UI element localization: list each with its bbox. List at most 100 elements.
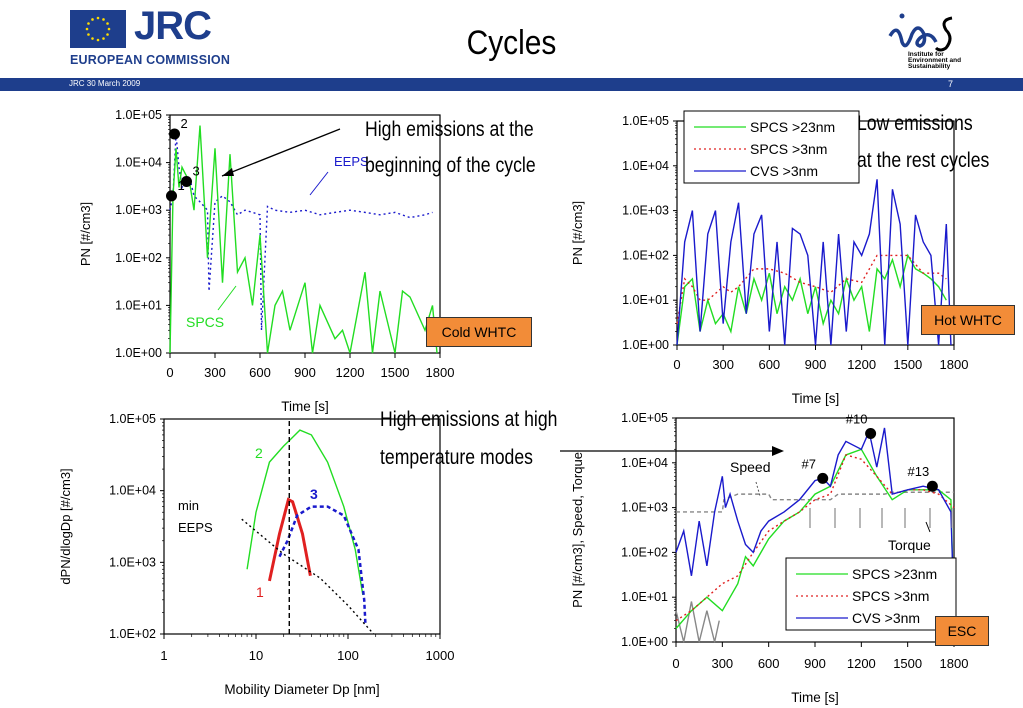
series-line-spcs-3nm: [676, 254, 947, 324]
legend-label: SPCS >23nm: [750, 119, 835, 135]
x-tick-label: 1800: [940, 357, 969, 372]
star-icon: [91, 18, 94, 21]
legend-label: SPCS >3nm: [852, 588, 929, 604]
legend-label: SPCS >3nm: [750, 141, 827, 157]
y-axis-label: dPN/dlogDp [#/cm3]: [58, 468, 73, 584]
arrow-head-icon: [772, 446, 784, 456]
min-eeps-label-2: EEPS: [178, 520, 213, 535]
y-tick-label: 1.0E+05: [115, 108, 162, 122]
torque-label: Torque: [888, 537, 931, 553]
y-tick-label: 1.0E+03: [109, 555, 156, 569]
x-tick-label: 600: [758, 357, 780, 372]
callout-esc-line1: High emissions at high: [380, 408, 558, 431]
marker-point: [169, 128, 180, 140]
y-tick-label: 1.0E+00: [622, 338, 669, 352]
series-label-spcs: SPCS: [186, 314, 224, 330]
y-axis-label: PN [#/cm3], Speed, Torque: [570, 452, 585, 608]
curve-label-1: 1: [256, 584, 264, 600]
y-tick-label: 1.0E+05: [622, 114, 669, 128]
header-bar: JRC 30 March 2009 7: [0, 78, 1023, 91]
torque-pointer: [925, 521, 931, 533]
x-tick-label: 300: [204, 365, 226, 380]
y-tick-label: 1.0E+03: [115, 203, 162, 217]
marker-point: [166, 190, 177, 202]
plot-frame: [163, 418, 441, 635]
y-tick-label: 1.0E+05: [621, 411, 668, 425]
y-tick-label: 1.0E+02: [622, 248, 669, 262]
x-tick-label: 1500: [893, 357, 922, 372]
star-icon: [85, 27, 89, 31]
series-label-eeps: EEPS: [334, 154, 369, 169]
speed-label: Speed: [730, 459, 770, 475]
date-label: JRC 30 March 2009: [69, 79, 141, 88]
y-tick-label: 1.0E+01: [621, 590, 668, 604]
chart-cold-whtc: 1.0E+00 1.0E+01 1.0E+02 1.0E+03 1.0E+04 1.0E+…: [78, 108, 454, 414]
x-tick-label: 1000: [426, 648, 455, 663]
chart-esc: 1.0E+00 1.0E+01 1.0E+02 1.0E+03 1.0E+04 1.0E+…: [560, 411, 968, 705]
y-axis-label: PN [#/cm3]: [78, 202, 93, 266]
x-tick-label: 1: [160, 648, 167, 663]
x-tick-label: 10: [249, 648, 263, 663]
x-tick-label: 900: [294, 365, 316, 380]
x-tick-label: 0: [673, 357, 680, 372]
callout-esc-line2: temperature modes: [380, 446, 533, 469]
x-tick-label: 1200: [336, 365, 365, 380]
star-icon: [96, 16, 100, 20]
curve-label-2: 2: [255, 445, 263, 461]
x-tick-label: 300: [712, 357, 734, 372]
y-tick-label: 1.0E+04: [109, 484, 156, 498]
y-tick-label: 1.0E+04: [621, 456, 668, 470]
x-tick-label: 600: [758, 656, 780, 671]
slide-header: JRC EUROPEAN COMMISSION Cycles Institute…: [0, 0, 1023, 91]
series-line-3: [278, 505, 367, 626]
callout-cold-line1: High emissions at the: [365, 118, 534, 141]
x-tick-label: 1200: [847, 357, 876, 372]
speed-pointer: [755, 481, 761, 497]
marker-label: 3: [193, 164, 200, 179]
series-line-cvs-3nm: [675, 427, 955, 611]
y-tick-label: 1.0E+01: [115, 298, 162, 312]
svg-text:Environment and: Environment and: [908, 57, 961, 64]
legend-label: CVS >3nm: [852, 610, 920, 626]
european-commission-label: EUROPEAN COMMISSION: [70, 53, 231, 67]
star-icon: [87, 22, 90, 25]
eu-stars-icon: [85, 16, 111, 42]
marker-label: #10: [846, 412, 868, 427]
callout-hot-line1: Low emissions: [857, 112, 973, 135]
curve-label-3: 3: [310, 486, 318, 502]
ies-subtitle: Institute for: [908, 51, 944, 58]
x-tick-label: 900: [804, 656, 826, 671]
y-tick-label: 1.0E+02: [115, 251, 162, 265]
series-line-cvs-3nm: [676, 179, 952, 346]
star-icon: [87, 33, 90, 36]
min-eeps-label: min: [178, 498, 199, 513]
star-icon: [102, 37, 105, 40]
marker-point: [181, 176, 192, 188]
x-axis-label: Mobility Diameter Dp [nm]: [224, 682, 379, 697]
y-tick-label: 1.0E+03: [621, 501, 668, 515]
marker-point: [926, 480, 938, 492]
ies-logo: Institute for Environment and Sustainabi…: [880, 8, 990, 70]
page-number: 7: [948, 79, 954, 89]
star-icon: [102, 18, 105, 21]
y-tick-label: 1.0E+00: [115, 346, 162, 360]
series-line-2: [246, 429, 364, 596]
y-tick-label: 1.0E+03: [622, 204, 669, 218]
star-icon: [96, 38, 100, 42]
legend-label: SPCS >23nm: [852, 566, 937, 582]
arrow-head-icon: [222, 168, 234, 176]
chart-hot-whtc: 1.0E+00 1.0E+01 1.0E+02 1.0E+03 1.0E+04 1.0E+…: [570, 110, 969, 406]
series-line-min-eeps: [241, 518, 375, 635]
eeps-pointer: [309, 171, 329, 196]
x-tick-label: 900: [805, 357, 827, 372]
series-line-torque: [675, 601, 720, 643]
y-tick-label: 1.0E+05: [109, 412, 156, 426]
star-icon: [91, 37, 94, 40]
callout-arrow: [221, 128, 341, 177]
marker-label: #13: [908, 464, 930, 479]
badge-hot-whtc: Hot WHTC: [921, 305, 1015, 335]
x-tick-label: 0: [166, 365, 173, 380]
x-tick-label: 100: [337, 648, 359, 663]
x-tick-label: 300: [711, 656, 733, 671]
page-title: Cycles: [466, 24, 557, 62]
